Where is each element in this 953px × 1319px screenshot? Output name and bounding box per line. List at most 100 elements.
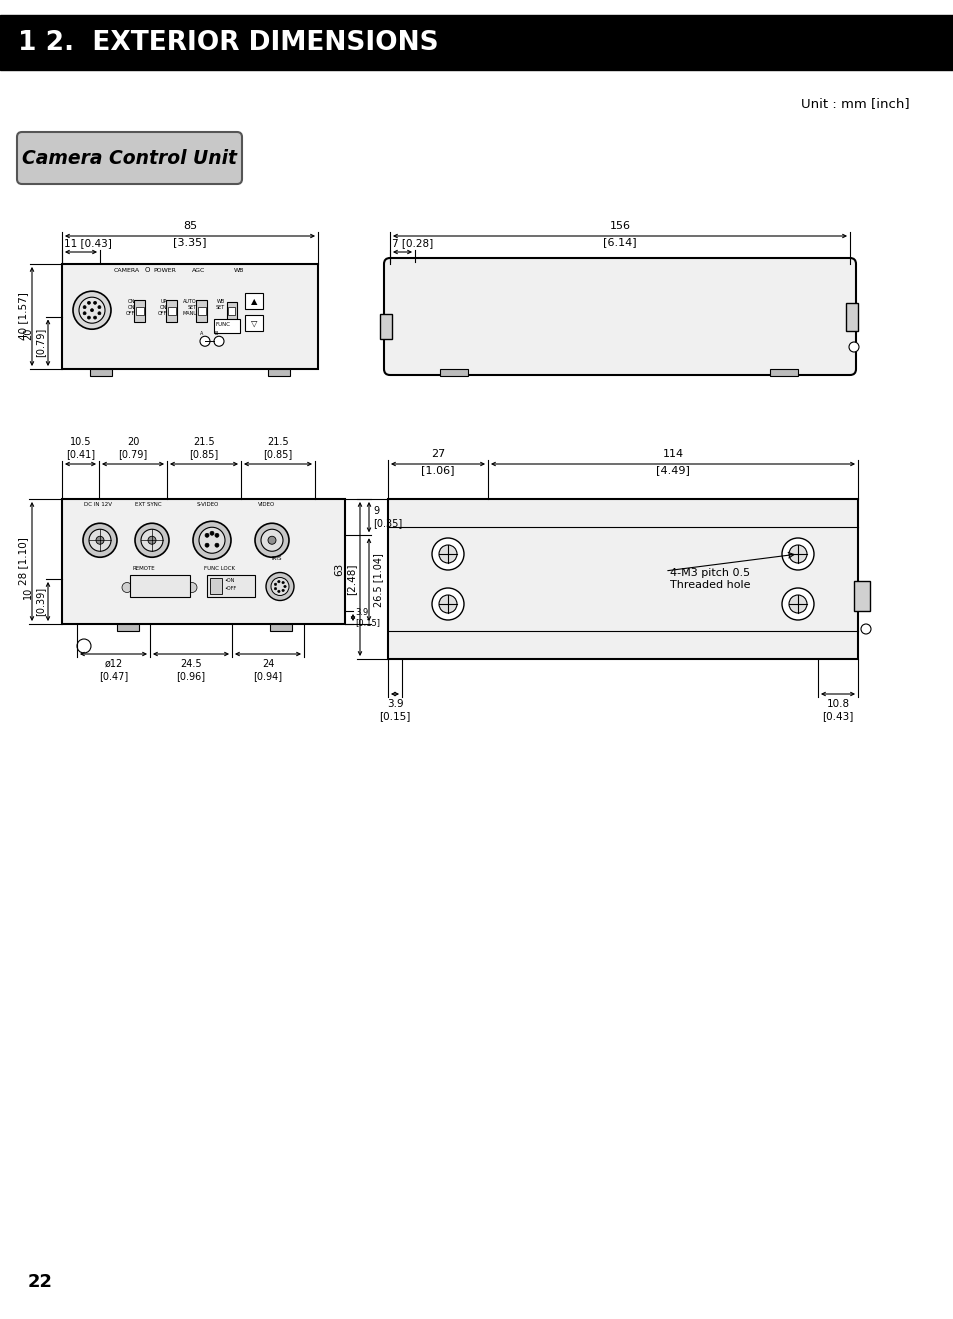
- Circle shape: [193, 521, 231, 559]
- Text: S-VIDEO: S-VIDEO: [196, 503, 219, 506]
- Circle shape: [122, 583, 132, 592]
- Text: UP: UP: [160, 299, 167, 305]
- Text: CAMERA: CAMERA: [113, 268, 140, 273]
- Circle shape: [788, 545, 806, 563]
- Bar: [853, 580, 869, 611]
- Circle shape: [432, 538, 463, 570]
- Circle shape: [781, 588, 813, 620]
- Circle shape: [861, 624, 870, 634]
- Circle shape: [282, 582, 284, 584]
- Text: Unit : mm [inch]: Unit : mm [inch]: [801, 98, 909, 109]
- Text: DC IN 12V: DC IN 12V: [84, 503, 112, 506]
- Text: 3.9
[0.15]: 3.9 [0.15]: [379, 699, 410, 720]
- Circle shape: [141, 529, 163, 551]
- Circle shape: [205, 543, 209, 547]
- Circle shape: [438, 545, 456, 563]
- Circle shape: [266, 572, 294, 600]
- Circle shape: [283, 586, 286, 588]
- Bar: [62, 264, 317, 369]
- Text: EXT SYNC: EXT SYNC: [135, 503, 161, 506]
- Text: 20
[0.79]: 20 [0.79]: [118, 438, 148, 459]
- Text: 20
[0.79]: 20 [0.79]: [24, 328, 45, 357]
- Circle shape: [73, 291, 111, 330]
- Circle shape: [277, 590, 280, 592]
- Circle shape: [214, 543, 219, 547]
- Bar: [769, 369, 797, 376]
- Text: O: O: [145, 266, 151, 273]
- Text: ON: ON: [159, 305, 167, 310]
- Bar: [388, 499, 857, 660]
- Text: 21.5
[0.85]: 21.5 [0.85]: [190, 438, 218, 459]
- Bar: [245, 315, 263, 331]
- Bar: [379, 314, 392, 339]
- Text: 27: 27: [431, 448, 445, 459]
- Text: 3.9
[0.15]: 3.9 [0.15]: [355, 608, 379, 628]
- Circle shape: [83, 311, 86, 315]
- Text: ▽: ▽: [251, 319, 257, 327]
- Text: FUNC: FUNC: [215, 322, 231, 327]
- Bar: [439, 369, 468, 376]
- Text: AGC: AGC: [192, 268, 205, 273]
- Text: AUTO: AUTO: [183, 299, 196, 305]
- Circle shape: [261, 529, 283, 551]
- Text: 24
[0.94]: 24 [0.94]: [253, 660, 282, 681]
- Circle shape: [271, 578, 289, 595]
- Text: 10.5
[0.41]: 10.5 [0.41]: [66, 438, 95, 459]
- Circle shape: [781, 538, 813, 570]
- Circle shape: [788, 595, 806, 613]
- Bar: [167, 301, 177, 322]
- Text: POWER: POWER: [152, 268, 175, 273]
- Text: 26.5 [1.04]: 26.5 [1.04]: [373, 553, 382, 607]
- Circle shape: [213, 336, 224, 347]
- Text: [3.35]: [3.35]: [173, 237, 207, 247]
- Text: ON: ON: [128, 305, 135, 310]
- Text: FUNC LOCK: FUNC LOCK: [204, 566, 235, 571]
- Text: OFF: OFF: [126, 311, 135, 317]
- Text: 9
[0.35]: 9 [0.35]: [373, 506, 402, 528]
- Circle shape: [83, 306, 86, 309]
- Circle shape: [83, 524, 117, 557]
- Circle shape: [168, 582, 172, 586]
- Text: ▲: ▲: [251, 297, 257, 306]
- Circle shape: [135, 524, 169, 557]
- Circle shape: [93, 301, 96, 305]
- Circle shape: [79, 297, 105, 323]
- Bar: [270, 624, 292, 630]
- Circle shape: [98, 306, 101, 309]
- Circle shape: [172, 588, 177, 592]
- Text: 21.5
[0.85]: 21.5 [0.85]: [263, 438, 293, 459]
- Bar: [207, 575, 254, 596]
- Circle shape: [148, 582, 152, 586]
- Bar: [90, 369, 112, 376]
- Circle shape: [143, 588, 147, 592]
- Circle shape: [268, 537, 275, 545]
- Circle shape: [89, 529, 111, 551]
- Text: WB: WB: [233, 268, 244, 273]
- Circle shape: [438, 595, 456, 613]
- Circle shape: [199, 528, 225, 553]
- Bar: [229, 307, 235, 315]
- Text: 1 2.  EXTERIOR DIMENSIONS: 1 2. EXTERIOR DIMENSIONS: [18, 29, 438, 55]
- Circle shape: [77, 638, 91, 653]
- Text: OFF: OFF: [157, 311, 167, 317]
- Bar: [198, 307, 206, 315]
- Circle shape: [254, 524, 289, 557]
- Text: 156: 156: [609, 222, 630, 231]
- Bar: [168, 307, 175, 315]
- Circle shape: [432, 588, 463, 620]
- Text: SET: SET: [215, 305, 225, 310]
- Text: •ON: •ON: [224, 579, 234, 583]
- Bar: [0, 15, 953, 70]
- Text: B: B: [214, 331, 218, 336]
- Text: 10.8
[0.43]: 10.8 [0.43]: [821, 699, 853, 720]
- Circle shape: [274, 587, 276, 590]
- Bar: [136, 307, 144, 315]
- Circle shape: [274, 583, 276, 586]
- Text: REMOTE: REMOTE: [132, 566, 155, 571]
- Text: 40 [1.57]: 40 [1.57]: [18, 293, 28, 340]
- Text: IRIS: IRIS: [272, 555, 282, 561]
- Text: •OFF: •OFF: [224, 586, 236, 591]
- FancyBboxPatch shape: [17, 132, 242, 183]
- Circle shape: [178, 582, 182, 586]
- Text: 63
[2.48]: 63 [2.48]: [335, 563, 355, 595]
